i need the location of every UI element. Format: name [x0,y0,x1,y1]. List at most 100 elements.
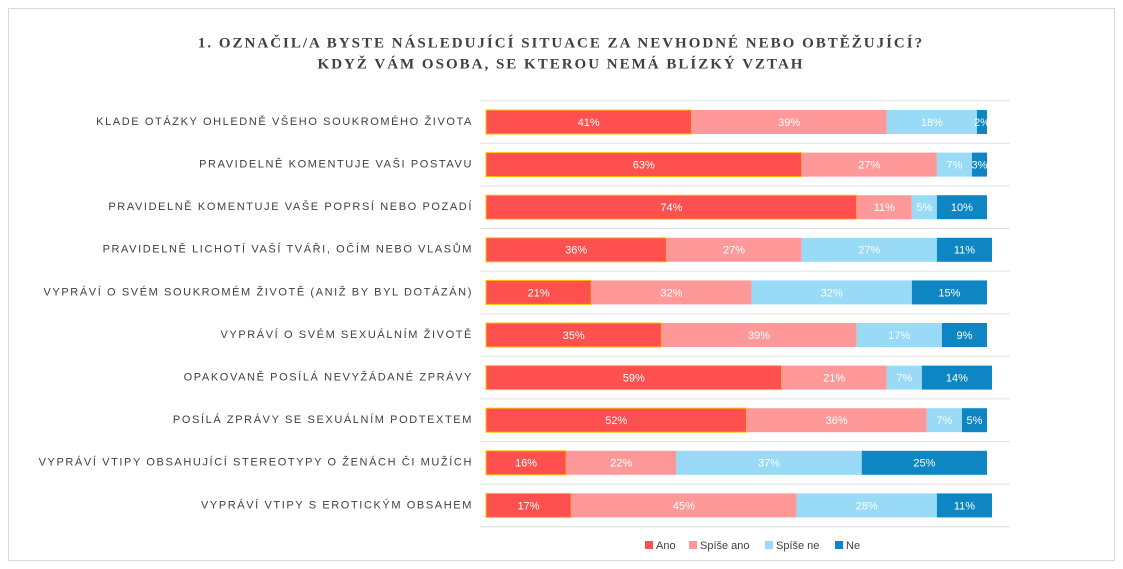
bar-segment [485,194,858,220]
chart-subtitle: KDYŽ VÁM OSOBA, SE KTEROU NEMÁ BLÍZKÝ VZ… [318,55,805,72]
legend-label: Ne [846,540,860,552]
value-label: 3% [972,160,988,172]
value-label: 16% [515,458,537,470]
bar-segment [936,493,993,518]
category-label: VYPRÁVÍ O SVÉM SEXUÁLNÍM ŽIVOTĚ [220,328,473,341]
value-label: 28% [856,500,878,512]
value-label: 32% [660,287,682,299]
value-label: 35% [563,330,585,342]
bar-segment [591,280,752,305]
legend-swatch [645,541,653,549]
bar-segment [971,152,987,177]
category-label: PRAVIDELNĚ LICHOTÍ VAŠÍ TVÁŘI, OČÍM NEBO… [103,243,473,256]
legend-label: Spíše ano [700,540,750,552]
bar-segment [485,237,667,263]
value-label: 7% [946,160,962,172]
bar-segment [936,152,972,177]
value-label: 7% [896,373,912,385]
value-label: 74% [660,202,682,214]
bar-segment [926,408,962,433]
bar-segment [751,280,912,305]
category-label: VYPRÁVÍ VTIPY S EROTICKÝM OBSAHEM [201,498,473,511]
value-label: 41% [578,117,600,129]
bar-segment [911,280,987,305]
value-label: 2% [974,117,990,129]
bar-segment [485,152,803,178]
value-label: 17% [888,330,910,342]
value-label: 11% [954,245,975,257]
bar-segment [911,195,937,220]
bar-segment [485,407,748,433]
value-label: 18% [921,117,943,129]
value-label: 52% [605,415,627,427]
value-label: 21% [528,287,550,299]
bar-segment [801,152,937,177]
bar-segment [485,365,783,391]
value-label: 25% [913,458,935,470]
bar-segment [485,109,692,135]
bar-segment [936,237,993,262]
bar-segment [861,450,987,475]
value-label: 14% [946,373,968,385]
category-label: VYPRÁVÍ VTIPY OBSAHUJÍCÍ STEREOTYPY O ŽE… [39,456,473,469]
value-label: 10% [951,202,973,214]
category-label: OPAKOVANĚ POSÍLÁ NEVYŽÁDANÉ ZPRÁVY [184,371,473,384]
value-label: 21% [823,373,845,385]
bar-segment [856,323,942,347]
bar-segment [856,195,912,220]
legend-swatch [835,541,843,549]
value-label: 39% [778,117,800,129]
value-label: 11% [954,500,975,512]
value-label: 7% [936,415,952,427]
value-label: 9% [957,330,973,342]
value-label: 17% [518,500,540,512]
legend-label: Ano [656,540,676,552]
value-label: 37% [758,458,780,470]
value-label: 5% [967,415,983,427]
bar-segment [921,365,993,390]
category-label: PRAVIDELNĚ KOMENTUJE VAŠI POSTAVU [199,158,473,171]
bar-segment [976,110,987,134]
value-label: 59% [623,373,645,385]
legend-label: Spíše ne [776,540,819,552]
bar-segment [746,408,927,433]
bar-segment [676,450,862,475]
bar-segment [691,110,887,134]
value-label: 39% [748,330,770,342]
value-label: 36% [565,245,587,257]
value-label: 5% [916,202,932,214]
bar-segment [801,237,937,262]
bar-segment [936,195,987,220]
bar-segment [571,493,797,518]
bar-segment [485,322,662,348]
bar-segment [941,323,987,347]
value-label: 32% [821,287,843,299]
bar-segment [566,450,677,475]
legend-swatch [765,541,773,549]
bar-segment [781,365,887,390]
bar-segment [661,323,857,347]
bar-segment [485,492,572,518]
value-label: 36% [826,415,848,427]
bar-segment [666,237,802,262]
value-label: 27% [858,160,880,172]
category-label: KLADE OTÁZKY OHLEDNĚ VŠEHO SOUKROMÉHO ŽI… [96,115,473,128]
bar-segment [886,110,977,134]
value-label: 11% [874,202,895,214]
bar-segment [485,450,567,476]
value-label: 45% [673,500,695,512]
bar-segment [886,365,922,390]
value-label: 27% [723,245,745,257]
value-label: 15% [938,287,960,299]
category-label: POSÍLÁ ZPRÁVY SE SEXUÁLNÍM PODTEXTEM [173,413,473,426]
bar-segment [796,493,937,518]
category-label: VYPRÁVÍ O SVÉM SOUKROMÉM ŽIVOTĚ (ANIŽ BY… [43,285,473,298]
value-label: 63% [633,160,655,172]
chart-title: 1. OZNAČIL/A BYSTE NÁSLEDUJÍCÍ SITUACE Z… [198,34,924,51]
value-label: 22% [610,458,632,470]
value-label: 27% [858,245,880,257]
legend-swatch [689,541,697,549]
category-label: PRAVIDELNĚ KOMENTUJE VAŠE POPRSÍ NEBO PO… [108,200,473,213]
bar-segment [961,408,987,433]
